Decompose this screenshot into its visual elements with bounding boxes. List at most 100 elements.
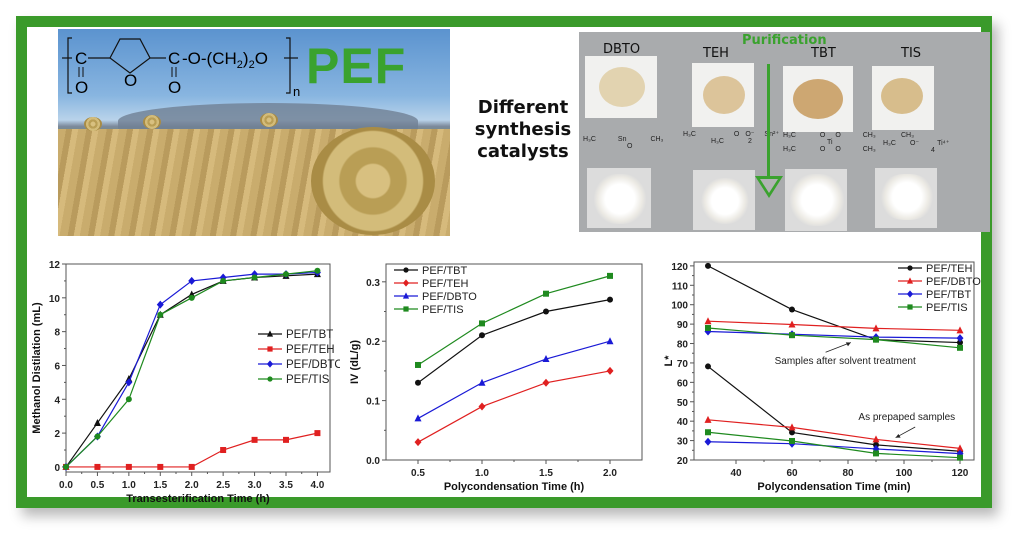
series-line bbox=[417, 340, 611, 419]
struct-text: O bbox=[627, 143, 633, 150]
data-point bbox=[94, 433, 101, 440]
y-tick-label: 90 bbox=[677, 320, 689, 331]
y-axis-label: IV (dL/g) bbox=[349, 340, 361, 384]
formula-oend: O bbox=[255, 49, 268, 68]
x-tick-label: 0.5 bbox=[411, 468, 425, 479]
formula-close: ) bbox=[243, 49, 249, 68]
formula-ring-o: O bbox=[124, 71, 137, 90]
legend-item: PEF/TBT bbox=[898, 289, 972, 301]
catalyst-label-tis: TIS bbox=[901, 46, 922, 61]
dbto-structure: H₃C Sn CH₃ O bbox=[583, 136, 663, 150]
struct-text: H₃C bbox=[683, 131, 696, 138]
struct-text: CH₃ bbox=[901, 132, 914, 139]
caption-line: synthesis bbox=[474, 119, 572, 140]
series-line bbox=[707, 330, 961, 339]
purification-label: Purification bbox=[742, 33, 827, 48]
hay-bale bbox=[311, 127, 435, 235]
struct-text: O⁻ bbox=[909, 140, 920, 147]
data-point bbox=[872, 324, 880, 332]
teh-structure: H₃C O O⁻ Sn²⁺ H₃C 2 bbox=[683, 130, 779, 145]
struct-text: 2 bbox=[747, 138, 752, 145]
y-tick-label: 0.3 bbox=[366, 278, 380, 289]
data-point bbox=[789, 306, 795, 313]
legend-label: PEF/TIS bbox=[286, 374, 330, 386]
data-point bbox=[283, 271, 289, 278]
data-point bbox=[957, 454, 963, 461]
x-tick-label: 40 bbox=[730, 468, 742, 479]
data-point bbox=[403, 306, 409, 312]
struct-text: Ti bbox=[827, 139, 833, 146]
data-point bbox=[873, 450, 879, 457]
data-point bbox=[125, 463, 132, 470]
formula-n: n bbox=[293, 84, 300, 99]
x-tick-label: 1.0 bbox=[122, 480, 136, 491]
data-point bbox=[542, 378, 550, 387]
data-point bbox=[314, 267, 321, 274]
series-pef-dbto bbox=[704, 317, 964, 334]
annotation-arrowhead bbox=[895, 433, 901, 438]
data-point bbox=[788, 423, 796, 431]
data-point bbox=[402, 292, 410, 299]
data-point bbox=[705, 363, 711, 370]
x-tick-label: 2.0 bbox=[603, 468, 617, 479]
series-pef-dbto bbox=[414, 337, 614, 422]
data-point bbox=[478, 402, 486, 411]
hay-bale bbox=[260, 113, 278, 127]
series-pef-teh bbox=[705, 363, 963, 455]
data-point bbox=[283, 436, 289, 443]
y-tick-label: 50 bbox=[677, 398, 689, 409]
y-tick-label: 0.2 bbox=[366, 337, 380, 348]
series-pef-dbto bbox=[704, 415, 964, 452]
data-point bbox=[873, 441, 879, 448]
series-line bbox=[707, 265, 961, 344]
data-point bbox=[403, 267, 409, 273]
data-point bbox=[789, 332, 795, 339]
series-pef-tis bbox=[705, 429, 963, 461]
y-tick-label: 2 bbox=[54, 429, 60, 440]
data-point bbox=[543, 290, 549, 297]
legend: PEF/TBT PEF/TEH PEF/DBTO PEF/TIS bbox=[258, 329, 340, 386]
struct-text: O bbox=[835, 146, 841, 153]
data-point bbox=[705, 429, 711, 436]
struct-text: Sn bbox=[617, 136, 627, 143]
data-point bbox=[788, 320, 796, 328]
data-point bbox=[789, 429, 795, 436]
data-point bbox=[607, 272, 613, 279]
series-line bbox=[707, 320, 961, 331]
pef-label: PEF bbox=[306, 38, 407, 94]
series-line bbox=[707, 441, 961, 455]
struct-text: O bbox=[819, 146, 826, 153]
struct-text: O bbox=[733, 131, 740, 138]
annotation-text: As prepaped samples bbox=[858, 412, 955, 423]
struct-text: H₃C bbox=[583, 136, 596, 143]
plot-frame bbox=[65, 263, 331, 473]
data-point bbox=[907, 304, 913, 310]
data-point bbox=[606, 366, 614, 375]
series-pef-teh bbox=[414, 366, 614, 447]
formula-o2: O bbox=[168, 78, 181, 97]
annotation-text: Samples after solvent treatment bbox=[775, 356, 916, 367]
series-line bbox=[417, 275, 611, 366]
powder-sample bbox=[703, 76, 745, 114]
x-tick-label: 80 bbox=[842, 468, 854, 479]
formula-o1: O bbox=[75, 78, 88, 97]
struct-text: O bbox=[835, 132, 841, 139]
lstar-chart: 20 30 40 50 60 70 80 90 100 110 120 40 60 80 100 120 Pol… bbox=[663, 261, 981, 493]
data-point bbox=[704, 327, 712, 336]
data-point bbox=[188, 463, 195, 470]
pef-formula: C O O C O -O-(CH2)2O n bbox=[62, 37, 300, 99]
struct-text: H₃C bbox=[711, 138, 724, 145]
y-axis-label: L* bbox=[663, 355, 675, 367]
y-tick-label: 0.0 bbox=[366, 456, 380, 467]
catalysts-caption: Different synthesis catalysts bbox=[468, 97, 578, 163]
series-line bbox=[65, 271, 318, 468]
struct-text: O bbox=[819, 132, 826, 139]
x-tick-label: 1.5 bbox=[539, 468, 553, 479]
x-tick-label: 120 bbox=[952, 468, 969, 479]
data-point bbox=[251, 274, 258, 281]
struct-text: CH₃ bbox=[862, 132, 876, 139]
y-tick-label: 100 bbox=[671, 301, 688, 312]
legend-item: PEF/TBT bbox=[394, 265, 468, 277]
series-line bbox=[707, 431, 961, 459]
